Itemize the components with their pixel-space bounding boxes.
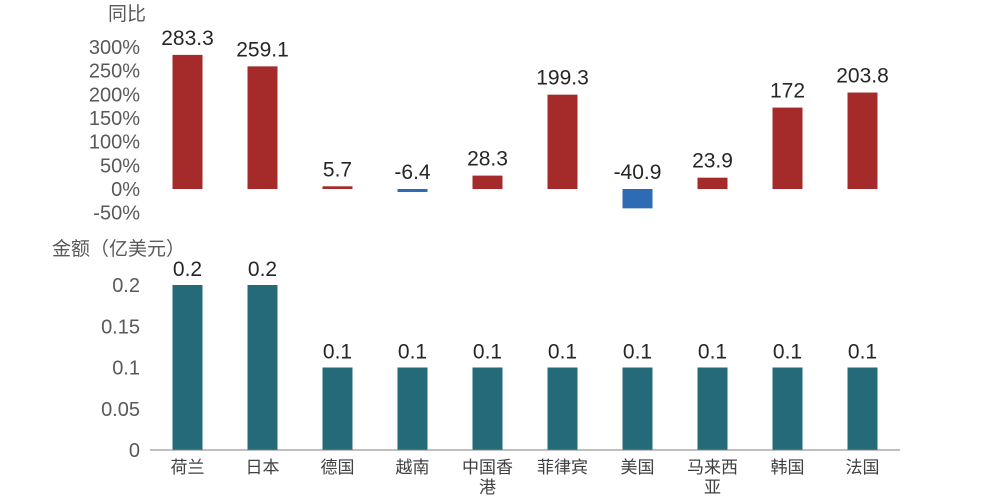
bottom-bar — [472, 367, 503, 450]
top-y-tick-label: 100% — [89, 132, 140, 154]
top-data-label: 5.7 — [323, 158, 352, 181]
bottom-data-label: 0.1 — [848, 341, 877, 364]
bottom-data-label: 0.1 — [548, 341, 577, 364]
top-data-label: 23.9 — [692, 150, 733, 173]
x-axis-categories: 荷兰 日本 德国 越南 中国香港 菲律宾 美国 马来西亚 韩国 法国 — [171, 458, 880, 498]
top-data-label: 259.1 — [236, 38, 289, 61]
bottom-bar — [622, 367, 653, 450]
bottom-y-tick-label: 0.05 — [101, 399, 140, 421]
top-y-tick-label: 150% — [89, 108, 140, 130]
top-bar — [547, 94, 578, 189]
top-data-label: 172 — [770, 80, 805, 103]
top-bar — [847, 92, 878, 189]
bottom-data-label: 0.1 — [623, 341, 652, 364]
x-category-label: 越南 — [396, 458, 430, 478]
bottom-bar — [397, 367, 428, 450]
top-data-labels: 283.3 259.1 5.7 -6.4 28.3 199.3 -40.9 23.9 172 20… — [161, 27, 889, 184]
top-y-tick-label: 200% — [89, 84, 140, 106]
bottom-data-labels: 0.2 0.2 0.1 0.1 0.1 0.1 0.1 0.1 0.1 0.1 — [173, 258, 877, 364]
top-bar — [397, 189, 428, 193]
bottom-data-label: 0.2 — [173, 258, 202, 281]
bottom-data-label: 0.1 — [398, 341, 427, 364]
top-bar — [772, 107, 803, 189]
top-bar — [622, 189, 653, 209]
top-data-label: 203.8 — [836, 65, 889, 88]
x-category-label-line: 菲律宾 — [537, 458, 588, 478]
bottom-y-tick-label: 0 — [129, 440, 140, 462]
bottom-bar — [322, 367, 353, 450]
x-category-label: 美国 — [621, 458, 655, 478]
top-y-axis: 300%250%200%150%100%50%0%-50% — [89, 37, 140, 225]
x-category-label-line: 中国香 — [462, 458, 513, 478]
top-bar — [472, 175, 503, 189]
top-bars — [172, 54, 878, 209]
top-bar — [697, 177, 728, 189]
top-y-tick-label: 50% — [100, 155, 140, 177]
x-category-label-line: 韩国 — [771, 458, 805, 478]
bottom-y-tick-label: 0.1 — [112, 358, 140, 380]
x-category-label: 菲律宾 — [537, 458, 588, 478]
top-data-label: 283.3 — [161, 27, 214, 50]
bottom-data-label: 0.1 — [773, 341, 802, 364]
x-category-label: 法国 — [846, 458, 880, 478]
bottom-bar — [547, 367, 578, 450]
bottom-bar — [772, 367, 803, 450]
x-category-label-line: 亚 — [704, 478, 721, 498]
bottom-y-tick-label: 0.15 — [101, 316, 140, 338]
x-category-label: 荷兰 — [171, 458, 205, 478]
top-data-label: -40.9 — [614, 161, 662, 184]
bottom-bars — [172, 285, 878, 450]
x-category-label-line: 马来西 — [687, 458, 738, 478]
bottom-axis-title: 金额（亿美元） — [52, 238, 185, 260]
x-category-label-line: 港 — [479, 478, 496, 498]
x-category-label-line: 德国 — [321, 458, 355, 478]
top-y-tick-label: 0% — [111, 179, 140, 201]
top-axis-title: 同比 — [108, 3, 146, 25]
x-category-label: 中国香港 — [462, 458, 513, 498]
x-category-label: 德国 — [321, 458, 355, 478]
bottom-bar — [172, 285, 203, 450]
bottom-data-label: 0.2 — [248, 258, 277, 281]
top-data-label: 28.3 — [467, 148, 508, 171]
bottom-bar — [847, 367, 878, 450]
x-category-label-line: 美国 — [621, 458, 655, 478]
top-y-tick-label: -50% — [93, 203, 140, 225]
bottom-data-label: 0.1 — [698, 341, 727, 364]
x-category-label: 马来西亚 — [687, 458, 738, 498]
x-category-label-line: 日本 — [246, 458, 280, 478]
top-data-label: 199.3 — [536, 67, 589, 90]
top-bar — [172, 54, 203, 190]
top-y-tick-label: 300% — [89, 37, 140, 59]
bottom-y-axis: 0.2 0.15 0.1 0.05 0 — [101, 275, 140, 462]
bottom-bar — [247, 285, 278, 450]
x-category-label-line: 越南 — [396, 458, 430, 478]
top-y-tick-label: 250% — [89, 61, 140, 83]
bottom-data-label: 0.1 — [323, 341, 352, 364]
top-bar — [322, 186, 353, 189]
bottom-data-label: 0.1 — [473, 341, 502, 364]
x-category-label: 韩国 — [771, 458, 805, 478]
x-category-label: 日本 — [246, 458, 280, 478]
top-data-label: -6.4 — [394, 161, 431, 184]
x-category-label-line: 荷兰 — [171, 458, 205, 478]
bottom-bar — [697, 367, 728, 450]
bottom-y-tick-label: 0.2 — [112, 275, 140, 297]
x-category-label-line: 法国 — [846, 458, 880, 478]
top-bar — [247, 66, 278, 189]
